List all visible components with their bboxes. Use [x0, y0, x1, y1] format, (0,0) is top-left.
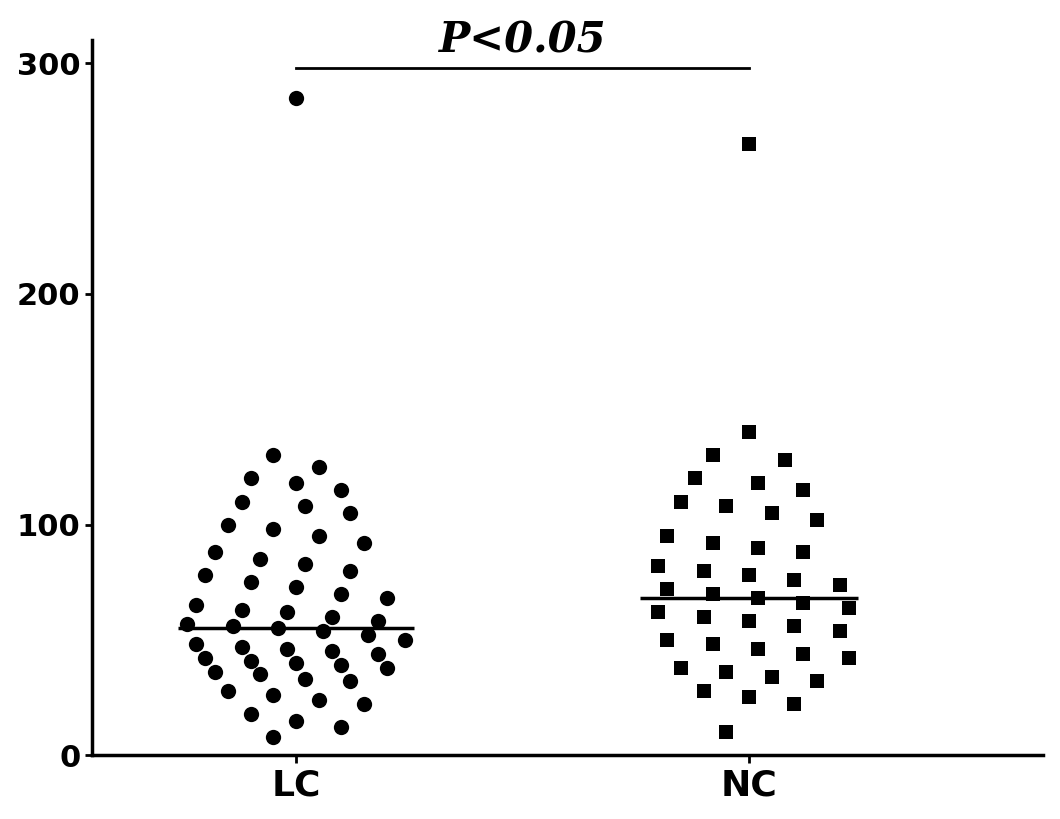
Text: P<0.05: P<0.05: [439, 19, 606, 61]
